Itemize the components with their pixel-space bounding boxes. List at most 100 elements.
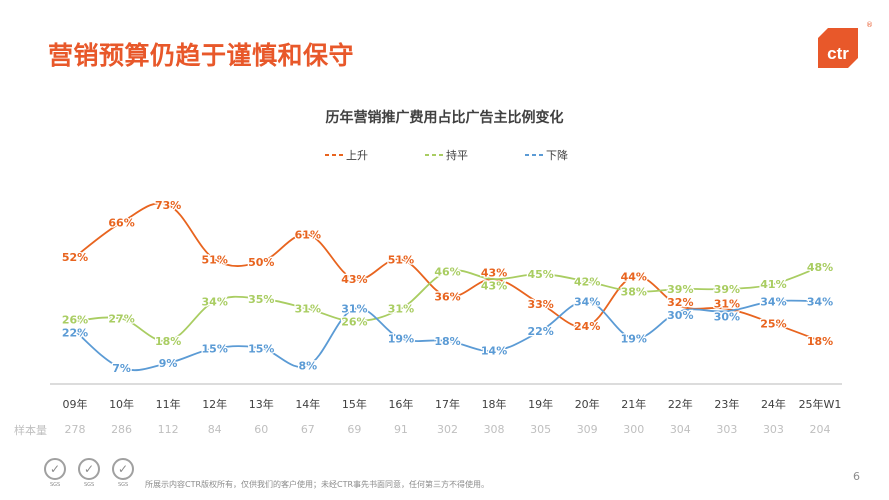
data-label-flat: 39% — [667, 283, 693, 296]
legend-swatch-down — [525, 154, 543, 156]
logo-text: ctr — [827, 44, 849, 63]
sgs-cert-icon: ✓ — [44, 458, 66, 480]
data-label-up: 24% — [574, 320, 600, 333]
sgs-cert-icon: ✓ — [112, 458, 134, 480]
sample-size-value: 309 — [577, 423, 598, 436]
data-label-flat: 42% — [574, 276, 600, 289]
legend-label-up: 上升 — [346, 149, 368, 162]
series-line-down — [74, 299, 821, 372]
data-label-down: 15% — [202, 342, 228, 355]
data-label-up: 18% — [807, 335, 833, 348]
data-label-up: 50% — [248, 256, 274, 269]
data-label-down: 22% — [62, 327, 88, 340]
data-label-down: 19% — [621, 332, 647, 345]
data-label-down: 9% — [159, 357, 178, 370]
data-label-up: 43% — [481, 267, 507, 280]
data-label-flat: 39% — [714, 283, 740, 296]
sgs-cert-icon: ✓ — [78, 458, 100, 480]
sample-size-value: 303 — [716, 423, 737, 436]
data-label-up: 33% — [527, 298, 553, 311]
x-tick-label: 16年 — [388, 397, 413, 411]
data-label-down: 18% — [434, 335, 460, 348]
legend-label-flat: 持平 — [446, 149, 468, 162]
data-label-down: 30% — [714, 310, 740, 323]
series-line-up — [74, 202, 821, 342]
x-tick-label: 12年 — [202, 397, 227, 411]
sample-size-value: 286 — [111, 423, 132, 436]
sample-size-value: 67 — [301, 423, 315, 436]
x-tick-label: 15年 — [342, 397, 367, 411]
data-label-down: 30% — [667, 309, 693, 322]
data-label-up: 52% — [62, 251, 88, 264]
data-label-down: 8% — [298, 360, 317, 373]
sample-size-value: 112 — [158, 423, 179, 436]
data-label-up: 31% — [714, 297, 740, 310]
x-tick-label: 19年 — [528, 397, 553, 411]
data-label-up: 66% — [108, 216, 134, 229]
copyright-notice: 所展示内容CTR版权所有，仅供我们的客户使用；未经CTR事先书面同意，任何第三方… — [145, 480, 490, 489]
x-tick-label: 22年 — [668, 397, 693, 411]
sample-size-value: 91 — [394, 423, 408, 436]
data-label-down: 31% — [341, 302, 367, 315]
ctr-logo: ctr — [818, 28, 858, 68]
data-label-flat: 48% — [807, 261, 833, 274]
data-label-down: 14% — [481, 345, 507, 358]
data-label-down: 34% — [574, 295, 600, 308]
data-label-up: 51% — [388, 253, 414, 266]
data-label-flat: 38% — [621, 285, 647, 298]
sample-size-value: 303 — [763, 423, 784, 436]
x-tick-label: 23年 — [714, 397, 739, 411]
sample-size-value: 308 — [484, 423, 505, 436]
data-label-up: 25% — [760, 318, 786, 331]
data-label-up: 32% — [667, 296, 693, 309]
sgs-label: SGS — [118, 482, 129, 488]
data-label-down: 22% — [527, 325, 553, 338]
sample-size-value: 304 — [670, 423, 691, 436]
data-label-flat: 18% — [155, 335, 181, 348]
data-label-down: 15% — [248, 342, 274, 355]
page-title: 营销预算仍趋于谨慎和保守 — [48, 41, 355, 70]
legend-label-down: 下降 — [546, 149, 568, 162]
legend-item-flat: 持平 — [425, 147, 468, 163]
x-tick-label: 24年 — [761, 397, 786, 411]
x-tick-label: 13年 — [249, 397, 274, 411]
x-tick-label: 10年 — [109, 397, 134, 411]
sample-size-label: 样本量 — [14, 424, 47, 437]
data-label-flat: 45% — [527, 268, 553, 281]
data-label-flat: 27% — [108, 313, 134, 326]
legend-swatch-up — [325, 154, 343, 156]
legend-item-up: 上升 — [325, 147, 368, 163]
data-label-down: 34% — [807, 295, 833, 308]
sample-size-value: 204 — [810, 423, 831, 436]
x-tick-label: 09年 — [63, 397, 88, 411]
sgs-label: SGS — [50, 482, 61, 488]
x-tick-label: 17年 — [435, 397, 460, 411]
data-label-up: 43% — [341, 273, 367, 286]
x-tick-label: 14年 — [295, 397, 320, 411]
sample-size-value: 69 — [347, 423, 361, 436]
data-label-flat: 43% — [481, 280, 507, 293]
data-label-up: 36% — [434, 290, 460, 303]
x-tick-label: 25年W1 — [799, 397, 842, 411]
data-label-flat: 26% — [62, 314, 88, 327]
data-label-down: 19% — [388, 332, 414, 345]
sample-size-value: 305 — [530, 423, 551, 436]
legend-item-down: 下降 — [525, 147, 568, 163]
data-label-up: 61% — [295, 229, 321, 242]
data-label-flat: 31% — [388, 303, 414, 316]
sgs-label: SGS — [84, 482, 95, 488]
data-label-up: 51% — [202, 253, 228, 266]
page-number: 6 — [853, 470, 860, 483]
sample-size-value: 278 — [65, 423, 86, 436]
sample-size-value: 60 — [254, 423, 268, 436]
registered-mark: ® — [866, 21, 873, 29]
data-label-down: 34% — [760, 295, 786, 308]
data-label-flat: 46% — [434, 266, 460, 279]
data-label-flat: 35% — [248, 293, 274, 306]
chart-title: 历年营销推广费用占比广告主比例变化 — [325, 110, 564, 126]
sample-size-value: 302 — [437, 423, 458, 436]
data-label-flat: 31% — [295, 303, 321, 316]
data-label-up: 44% — [621, 271, 647, 284]
sample-size-value: 300 — [623, 423, 644, 436]
